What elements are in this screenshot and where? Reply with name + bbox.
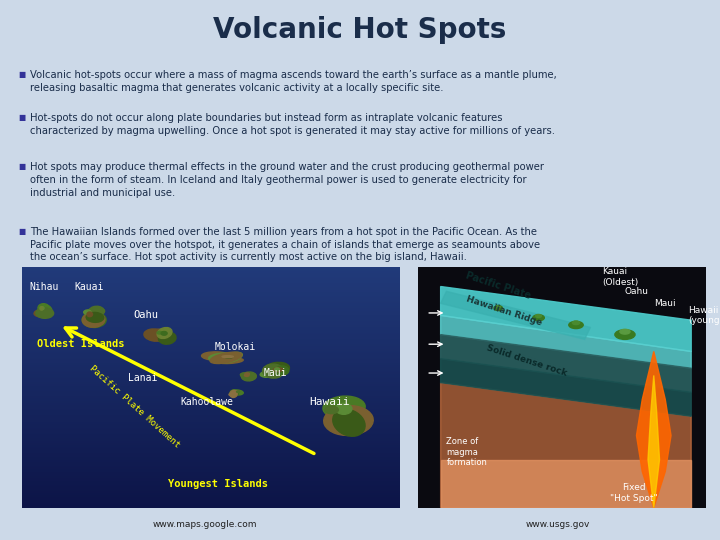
Ellipse shape: [216, 358, 243, 363]
Text: Maui: Maui: [264, 368, 287, 378]
Text: ■: ■: [18, 227, 25, 236]
Ellipse shape: [43, 305, 52, 314]
Ellipse shape: [275, 366, 289, 375]
Text: Youngest Islands: Youngest Islands: [168, 478, 268, 489]
Polygon shape: [441, 315, 691, 368]
Text: Hot-spots do not occur along plate boundaries but instead form as intraplate vol: Hot-spots do not occur along plate bound…: [30, 113, 555, 136]
Ellipse shape: [569, 321, 583, 328]
Ellipse shape: [202, 352, 232, 361]
Ellipse shape: [230, 390, 237, 397]
Polygon shape: [441, 335, 691, 392]
Ellipse shape: [144, 329, 166, 341]
Ellipse shape: [89, 306, 104, 316]
Ellipse shape: [84, 308, 104, 316]
Ellipse shape: [231, 390, 238, 395]
Ellipse shape: [235, 391, 238, 393]
Ellipse shape: [82, 312, 106, 328]
Text: Oahu: Oahu: [134, 310, 159, 320]
Ellipse shape: [225, 356, 233, 358]
Ellipse shape: [231, 390, 243, 395]
Ellipse shape: [336, 403, 352, 414]
Ellipse shape: [494, 306, 503, 310]
Ellipse shape: [34, 309, 50, 317]
Text: Lanai: Lanai: [128, 373, 157, 383]
Ellipse shape: [244, 374, 249, 376]
Polygon shape: [441, 287, 691, 352]
Ellipse shape: [209, 353, 240, 362]
Polygon shape: [636, 352, 671, 508]
Ellipse shape: [38, 303, 50, 313]
Ellipse shape: [229, 392, 240, 396]
Text: Nihau: Nihau: [29, 281, 58, 292]
Ellipse shape: [572, 321, 580, 325]
Text: Oldest Islands: Oldest Islands: [37, 339, 125, 349]
Text: Hawaii: Hawaii: [309, 397, 349, 407]
Ellipse shape: [86, 313, 104, 322]
Text: Pacific Plate: Pacific Plate: [464, 270, 532, 301]
Ellipse shape: [246, 376, 253, 380]
Ellipse shape: [161, 332, 167, 335]
Ellipse shape: [264, 362, 289, 375]
Ellipse shape: [274, 368, 279, 371]
Ellipse shape: [40, 307, 44, 309]
Text: Molokai: Molokai: [215, 342, 256, 352]
Text: ■: ■: [18, 113, 25, 123]
Ellipse shape: [158, 332, 176, 344]
Ellipse shape: [536, 314, 541, 318]
Ellipse shape: [325, 406, 338, 414]
Ellipse shape: [240, 373, 253, 379]
Ellipse shape: [620, 329, 630, 334]
Text: www.maps.google.com: www.maps.google.com: [153, 521, 258, 529]
Text: Pacific Plate Movement: Pacific Plate Movement: [88, 364, 182, 450]
Ellipse shape: [220, 352, 243, 363]
Text: Fixed
"Hot Spot": Fixed "Hot Spot": [610, 483, 657, 503]
Ellipse shape: [615, 330, 635, 340]
Ellipse shape: [210, 352, 242, 363]
Text: Volcanic Hot Spots: Volcanic Hot Spots: [213, 16, 507, 44]
Ellipse shape: [157, 332, 163, 334]
Ellipse shape: [245, 373, 250, 375]
Text: Kauai: Kauai: [75, 281, 104, 292]
Ellipse shape: [149, 329, 171, 338]
Polygon shape: [441, 359, 691, 416]
Ellipse shape: [222, 356, 233, 357]
Ellipse shape: [36, 308, 53, 319]
Polygon shape: [441, 383, 691, 508]
Ellipse shape: [237, 391, 240, 393]
Polygon shape: [648, 375, 660, 508]
Text: Kauai
(Oldest): Kauai (Oldest): [602, 267, 638, 287]
Text: Zone of
magma
formation: Zone of magma formation: [446, 437, 487, 467]
Polygon shape: [441, 292, 590, 340]
Ellipse shape: [84, 310, 91, 314]
Ellipse shape: [274, 368, 283, 372]
Ellipse shape: [40, 307, 43, 310]
Text: Maui: Maui: [654, 299, 675, 308]
Text: www.usgs.gov: www.usgs.gov: [526, 521, 590, 529]
Text: ■: ■: [18, 70, 25, 79]
Polygon shape: [441, 460, 691, 508]
Text: Kahoolawe: Kahoolawe: [180, 397, 233, 407]
Text: Hawaii
(youngest): Hawaii (youngest): [688, 306, 720, 325]
Text: Hot spots may produce thermal effects in the ground water and the crust producin: Hot spots may produce thermal effects in…: [30, 162, 544, 198]
Text: Hawaiian Ridge: Hawaiian Ridge: [465, 294, 543, 327]
Ellipse shape: [157, 328, 172, 339]
Ellipse shape: [533, 315, 544, 321]
Text: The Hawaiian Islands formed over the last 5 million years from a hot spot in the: The Hawaiian Islands formed over the las…: [30, 227, 541, 262]
Ellipse shape: [333, 409, 365, 436]
Text: Solid dense rock: Solid dense rock: [486, 343, 568, 377]
Ellipse shape: [263, 364, 284, 378]
Text: Oahu: Oahu: [625, 287, 649, 296]
Ellipse shape: [324, 406, 373, 435]
Text: ■: ■: [18, 162, 25, 171]
Ellipse shape: [241, 372, 256, 381]
Ellipse shape: [87, 312, 92, 316]
Ellipse shape: [230, 390, 238, 396]
Ellipse shape: [260, 370, 279, 377]
Ellipse shape: [82, 312, 105, 327]
Ellipse shape: [496, 306, 500, 308]
Text: Volcanic hot-spots occur where a mass of magma ascends toward the earth’s surfac: Volcanic hot-spots occur where a mass of…: [30, 70, 557, 93]
Ellipse shape: [323, 396, 365, 419]
